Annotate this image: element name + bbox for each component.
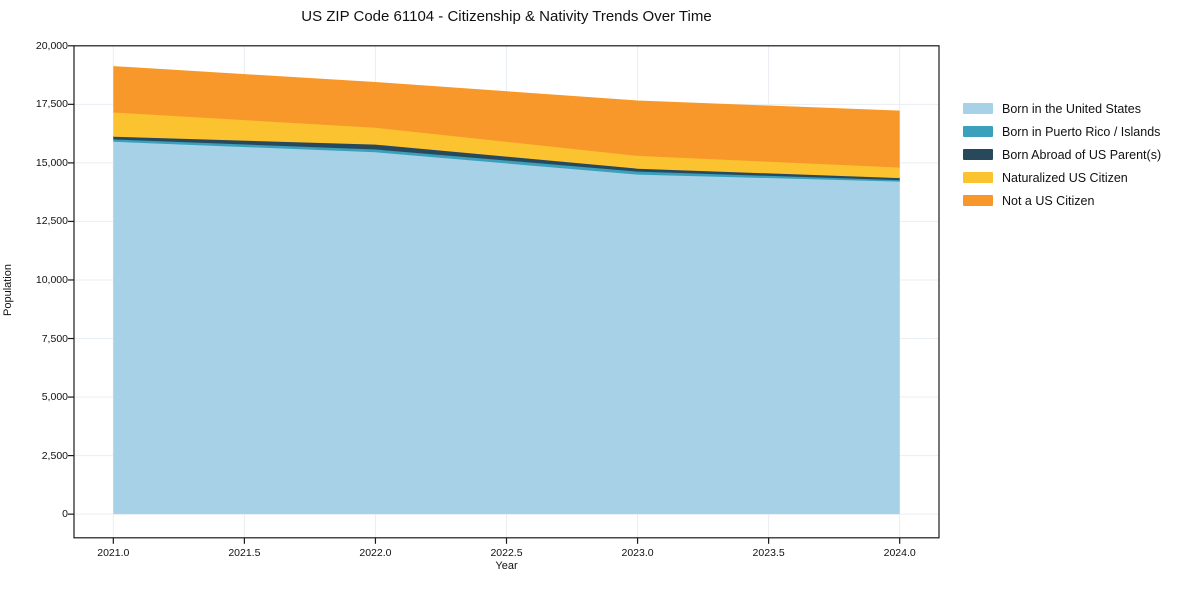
- ytick-label: 5,000: [41, 391, 68, 404]
- legend-item-naturalized-us-citizen: Naturalized US Citizen: [963, 170, 1161, 185]
- ytick-label: 12,500: [35, 215, 68, 228]
- legend-item-born-abroad-of-us-parent-s: Born Abroad of US Parent(s): [963, 147, 1161, 162]
- ytick-label: 20,000: [35, 39, 68, 52]
- line-not-a-us-citizen: [113, 66, 900, 113]
- y-axis-title: Population: [2, 264, 14, 316]
- ytick-label: 0: [62, 508, 68, 521]
- area-not-a-us-citizen: [113, 66, 900, 168]
- legend-swatch: [963, 149, 993, 160]
- x-axis-title: Year: [495, 560, 518, 572]
- ytick-label: 2,500: [41, 449, 68, 462]
- area-born-abroad-of-us-parent-s: [113, 136, 900, 181]
- legend-item-not-a-us-citizen: Not a US Citizen: [963, 193, 1161, 208]
- legend-swatch: [963, 126, 993, 137]
- chart-title: US ZIP Code 61104 - Citizenship & Nativi…: [301, 8, 712, 25]
- legend-label: Born Abroad of US Parent(s): [1002, 147, 1162, 162]
- legend-label: Born in the United States: [1002, 101, 1141, 116]
- legend-label: Born in Puerto Rico / Islands: [1002, 124, 1161, 139]
- ytick-label: 15,000: [35, 156, 68, 169]
- xtick-label: 2022.0: [359, 546, 392, 559]
- legend: Born in the United States Born in Puerto …: [963, 101, 1161, 208]
- area-naturalized-us-citizen: [113, 112, 900, 179]
- legend-item-born-in-puerto-rico-islands: Born in Puerto Rico / Islands: [963, 124, 1161, 139]
- legend-swatch: [963, 195, 993, 206]
- xtick-label: 2022.5: [490, 546, 523, 559]
- legend-label: Not a US Citizen: [1002, 193, 1095, 208]
- ytick-label: 17,500: [35, 98, 68, 111]
- xtick-label: 2021.0: [97, 546, 130, 559]
- area-born-in-puerto-rico-islands: [113, 139, 900, 182]
- xtick-label: 2023.5: [752, 546, 785, 559]
- ytick-label: 10,000: [35, 273, 68, 286]
- area-born-in-the-united-states: [113, 141, 900, 515]
- legend-label: Naturalized US Citizen: [1002, 170, 1128, 185]
- xtick-label: 2023.0: [621, 546, 654, 559]
- legend-swatch: [963, 172, 993, 183]
- ytick-label: 7,500: [41, 332, 68, 345]
- legend-swatch: [963, 103, 993, 114]
- xtick-label: 2024.0: [883, 546, 916, 559]
- legend-item-born-in-the-united-states: Born in the United States: [963, 101, 1161, 116]
- xtick-label: 2021.5: [228, 546, 261, 559]
